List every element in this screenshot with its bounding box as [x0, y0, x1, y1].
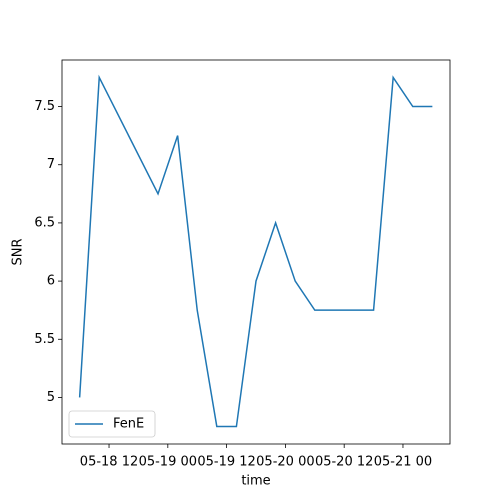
x-tick-label: 05-19 00 — [139, 455, 197, 470]
x-tick-label: 05-18 12 — [80, 455, 138, 470]
y-tick-label: 7 — [47, 157, 55, 172]
y-axis-label: SNR — [11, 238, 26, 265]
y-tick-label: 6.5 — [34, 215, 55, 230]
x-tick-label: 05-19 12 — [197, 455, 255, 470]
x-tick-label: 05-20 12 — [315, 455, 373, 470]
x-tick-label: 05-20 00 — [256, 455, 314, 470]
plot-frame — [61, 59, 451, 445]
y-tick-label: 5 — [47, 390, 55, 405]
x-axis-label: time — [241, 474, 270, 489]
y-tick-label: 5.5 — [34, 332, 55, 347]
y-tick-label: 7.5 — [34, 99, 55, 114]
legend-box — [68, 410, 156, 438]
x-tick-label: 05-21 00 — [374, 455, 432, 470]
y-tick-label: 6 — [47, 274, 55, 289]
legend-label: FenE — [113, 417, 144, 432]
data-line — [78, 74, 433, 428]
